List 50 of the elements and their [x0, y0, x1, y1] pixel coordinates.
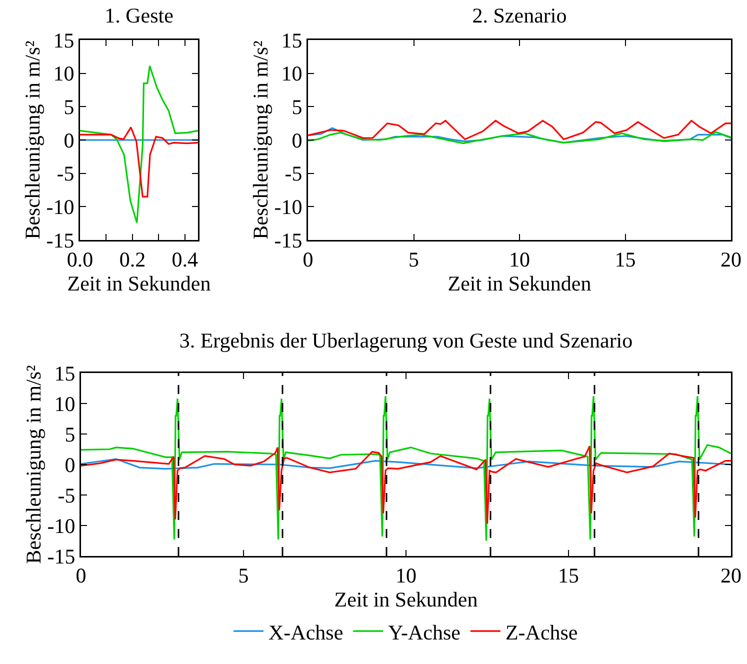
y-tick-label: 5 [64, 95, 74, 120]
y-axis-title: Beschleunigung in m/s² [248, 40, 273, 240]
y-tick-label: 5 [292, 95, 302, 120]
chart-title: 2. Szenario [472, 4, 567, 28]
y-tick-label: 5 [64, 422, 76, 446]
x-tick-label: 0.2 [119, 248, 146, 272]
line-series [81, 445, 731, 524]
x-tick-label: 20 [720, 248, 742, 272]
y-tick-label: 10 [54, 392, 76, 416]
line-series [308, 127, 731, 144]
x-tick-label: 5 [238, 564, 249, 588]
y-tick-label: 10 [281, 62, 302, 86]
y-axis-title: Beschleunigung in m/s² [22, 365, 46, 564]
y-tick-label: -15 [47, 544, 76, 568]
legend-label: X-Achse [268, 620, 344, 644]
line-series [80, 126, 198, 198]
y-tick-label: -15 [274, 228, 302, 252]
x-tick-label: 0.4 [172, 248, 199, 272]
line-series [308, 120, 731, 140]
x-tick-label: 15 [614, 248, 636, 272]
line-series [308, 131, 731, 144]
y-tick-label: 0 [64, 452, 76, 477]
x-axis-title: Zeit in Sekunden [448, 272, 592, 296]
chart-title: 3. Ergebnis der Uberlagerung von Geste und Szenario [179, 328, 633, 353]
y-tick-label: -5 [284, 162, 302, 186]
y-axis-title: Beschleunigung in m/s² [20, 40, 45, 240]
y-tick-label: 15 [54, 361, 76, 386]
x-tick-label: 10 [509, 248, 530, 272]
y-tick-label: -10 [274, 195, 302, 220]
line-series [80, 65, 198, 224]
x-tick-label: 20 [720, 564, 742, 588]
y-tick-label: 15 [53, 28, 74, 52]
y-tick-label: 0 [292, 128, 302, 152]
line-series [81, 458, 731, 470]
y-tick-label: -5 [58, 483, 76, 508]
line-series [81, 395, 731, 542]
y-tick-label: 10 [53, 62, 74, 86]
x-tick-label: 5 [408, 248, 419, 272]
y-tick-label: -10 [47, 514, 76, 538]
chart-title: 1. Geste [104, 4, 174, 28]
y-tick-label: 15 [281, 28, 302, 52]
legend-label: Y-Achse [388, 620, 460, 644]
legend-label: Z-Achse [505, 620, 578, 644]
y-tick-label: 0 [64, 128, 74, 152]
y-tick-label: -5 [56, 162, 74, 186]
x-axis-title: Zeit in Sekunden [334, 588, 478, 612]
x-tick-label: 15 [558, 564, 579, 588]
x-tick-label: 10 [396, 564, 416, 588]
y-tick-label: -10 [46, 195, 74, 220]
x-axis-title: Zeit in Sekunden [67, 272, 212, 296]
